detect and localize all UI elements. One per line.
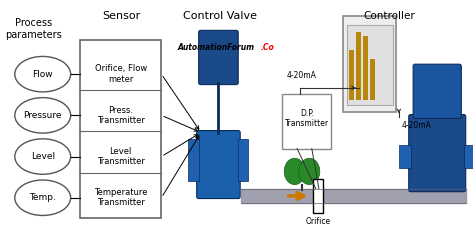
Text: Pressure: Pressure — [24, 111, 62, 120]
FancyBboxPatch shape — [199, 30, 238, 85]
Bar — [399, 145, 410, 168]
Text: Process
parameters: Process parameters — [5, 18, 62, 40]
Text: Flow: Flow — [32, 70, 53, 79]
Text: Sensor: Sensor — [103, 11, 141, 21]
Bar — [343, 16, 396, 112]
Bar — [283, 94, 331, 148]
FancyBboxPatch shape — [409, 115, 466, 192]
Text: Level
Transmitter: Level Transmitter — [97, 147, 145, 166]
Bar — [370, 59, 375, 100]
Bar — [464, 145, 474, 168]
Bar — [356, 32, 361, 100]
Text: Temperature
Transmitter: Temperature Transmitter — [94, 188, 147, 207]
Text: 4-20mA: 4-20mA — [401, 121, 431, 130]
Text: Level: Level — [31, 152, 55, 161]
Bar — [238, 139, 248, 181]
Bar — [346, 25, 393, 105]
Ellipse shape — [284, 158, 305, 185]
Bar — [80, 40, 162, 218]
Bar — [348, 50, 354, 100]
Bar — [313, 179, 323, 212]
Text: Controller: Controller — [364, 11, 415, 21]
Text: D.P.
Transmitter: D.P. Transmitter — [285, 109, 329, 128]
Text: AutomationForum: AutomationForum — [178, 43, 255, 52]
FancyBboxPatch shape — [197, 130, 240, 199]
Ellipse shape — [299, 158, 320, 185]
Text: Orifice, Flow
meter: Orifice, Flow meter — [95, 65, 147, 84]
Bar — [363, 36, 368, 100]
Bar — [189, 139, 199, 181]
FancyBboxPatch shape — [413, 64, 461, 118]
Text: Press.
Transmitter: Press. Transmitter — [97, 106, 145, 125]
Text: Orifice: Orifice — [305, 217, 330, 226]
Text: .Co: .Co — [261, 43, 274, 52]
Text: Temp.: Temp. — [29, 193, 56, 202]
Text: 4-20mA: 4-20mA — [287, 71, 317, 80]
Text: Control Valve: Control Valve — [182, 11, 256, 21]
